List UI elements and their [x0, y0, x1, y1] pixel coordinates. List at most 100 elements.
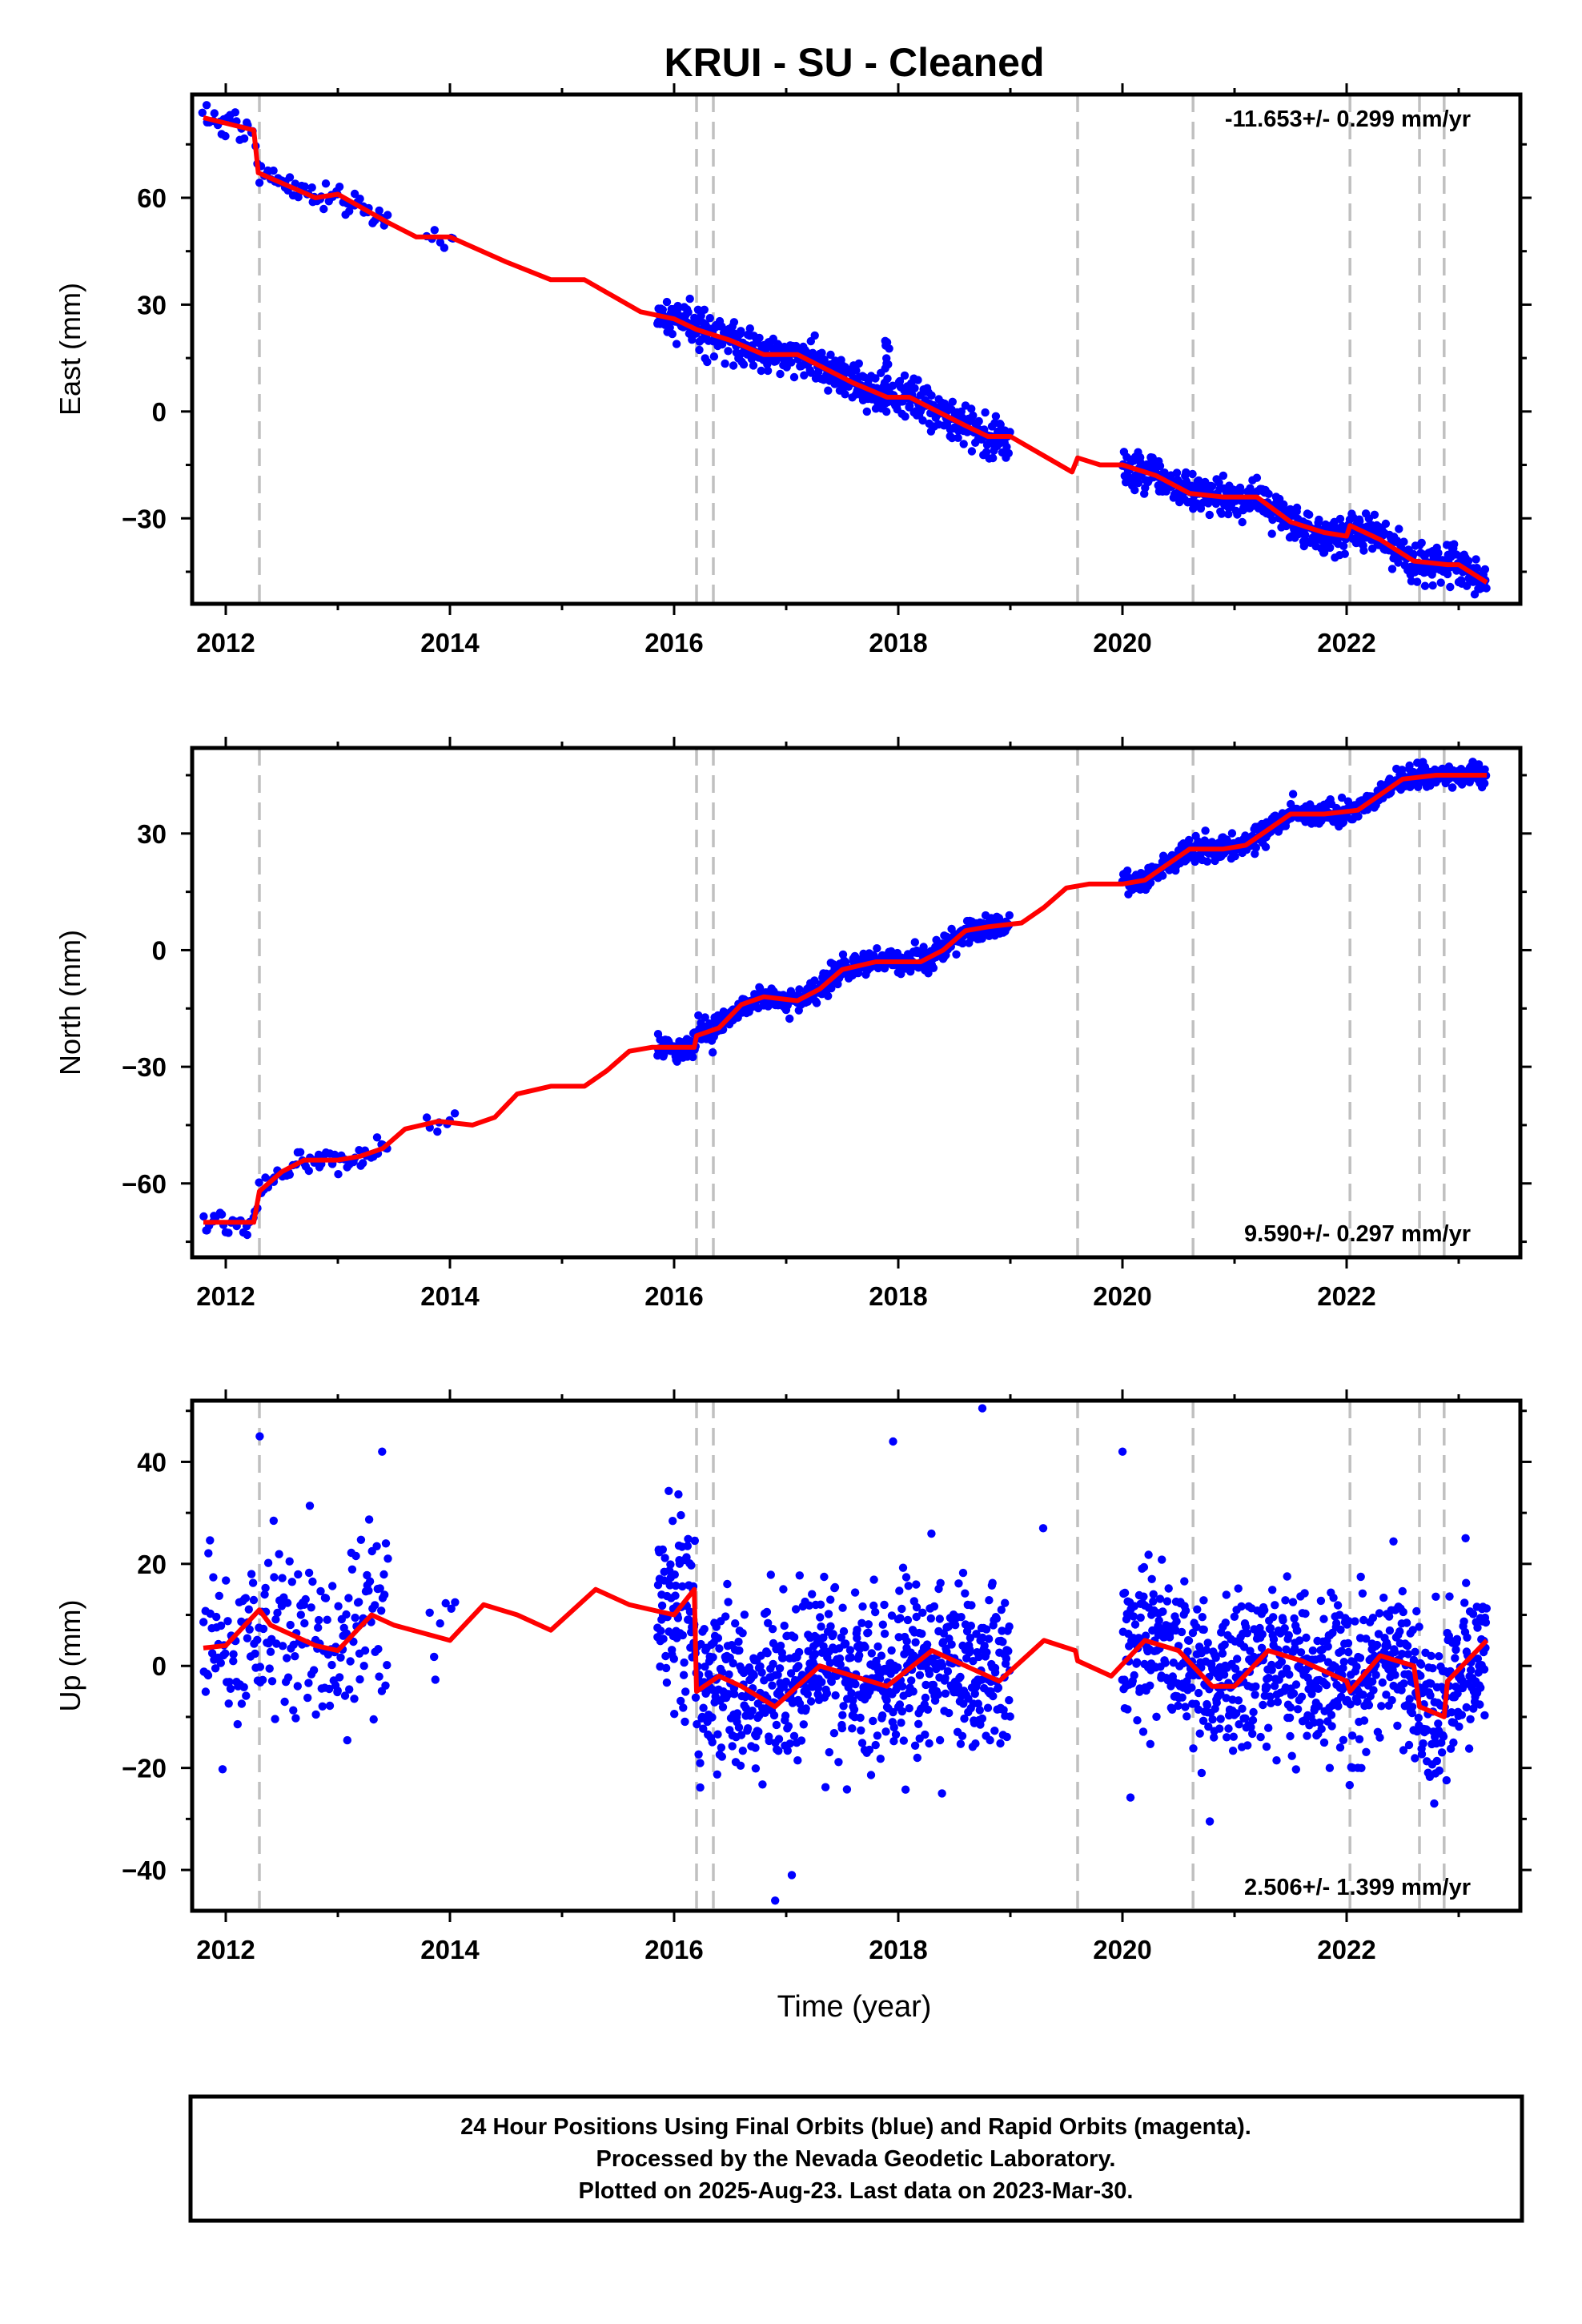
data-point	[907, 1676, 916, 1685]
data-point	[978, 934, 986, 943]
data-point	[309, 1666, 319, 1675]
data-point	[895, 1700, 905, 1709]
data-point	[989, 453, 998, 463]
rate-label: 2.506+/- 1.399 mm/yr	[1244, 1875, 1471, 1900]
data-point	[918, 416, 927, 425]
data-point	[216, 1621, 226, 1630]
data-point	[957, 1613, 966, 1622]
data-point	[952, 950, 961, 959]
data-point	[1199, 1625, 1208, 1634]
data-point	[982, 448, 991, 456]
data-point	[1362, 1634, 1371, 1643]
data-point	[351, 1613, 359, 1622]
data-point	[1259, 1700, 1267, 1710]
data-point	[1303, 1731, 1311, 1740]
data-point	[779, 1585, 788, 1594]
data-point	[822, 1689, 832, 1698]
data-point	[666, 1560, 675, 1569]
data-point	[815, 1613, 825, 1622]
data-point	[1460, 1598, 1469, 1607]
data-point	[873, 944, 881, 953]
data-point	[375, 206, 383, 215]
data-point	[764, 1618, 773, 1628]
data-point	[1281, 1596, 1290, 1605]
data-point	[321, 179, 331, 188]
x-tick-label: 2014	[420, 1281, 480, 1311]
data-point	[1139, 1592, 1148, 1601]
data-point	[1476, 1683, 1485, 1692]
data-point	[838, 1711, 847, 1719]
data-point	[913, 376, 922, 384]
data-point	[718, 1703, 728, 1711]
data-point	[1482, 584, 1491, 593]
data-point	[278, 1574, 287, 1582]
data-point	[304, 1166, 313, 1176]
data-point	[335, 1673, 344, 1682]
data-point	[741, 1704, 751, 1713]
data-point	[380, 1590, 389, 1599]
data-point	[700, 305, 709, 314]
data-point	[1407, 1708, 1417, 1718]
data-point	[1337, 793, 1347, 802]
data-point	[1283, 1572, 1291, 1581]
data-point	[769, 1659, 777, 1669]
data-point	[905, 401, 914, 410]
data-point	[997, 1606, 1006, 1614]
data-point	[922, 1640, 932, 1649]
data-point	[743, 1724, 753, 1733]
data-point	[1288, 790, 1298, 798]
data-point	[795, 1699, 805, 1708]
data-point	[1371, 1671, 1380, 1679]
data-point	[1315, 515, 1323, 525]
data-point	[960, 1714, 969, 1723]
data-point	[775, 1664, 785, 1673]
data-point	[1473, 1655, 1483, 1663]
data-point	[1279, 1616, 1287, 1625]
data-point	[1264, 1673, 1273, 1683]
x-tick-label: 2020	[1093, 1935, 1151, 1964]
data-point	[1377, 1702, 1386, 1711]
data-point	[359, 1159, 367, 1168]
data-point	[684, 308, 693, 317]
data-point	[1420, 581, 1430, 590]
data-point	[1390, 1647, 1399, 1657]
data-point	[723, 1579, 732, 1589]
data-point	[300, 182, 309, 191]
data-point	[969, 411, 978, 420]
data-point	[1199, 1596, 1208, 1605]
data-point	[659, 1634, 668, 1643]
data-point	[871, 1607, 880, 1617]
data-point	[1375, 1733, 1384, 1742]
data-point	[1451, 1654, 1460, 1663]
data-point	[378, 1447, 387, 1456]
data-point	[853, 1634, 861, 1642]
data-point	[1241, 1714, 1250, 1723]
data-point	[882, 407, 891, 416]
data-point	[218, 1765, 227, 1774]
data-point	[244, 1605, 253, 1614]
data-point	[300, 1618, 309, 1628]
x-tick-label: 2018	[869, 628, 927, 657]
data-point	[203, 1671, 213, 1680]
data-point	[1293, 1705, 1303, 1714]
data-point	[1397, 1686, 1406, 1695]
data-point	[283, 1673, 293, 1682]
data-point	[269, 166, 278, 175]
data-point	[944, 1622, 953, 1631]
data-point	[1126, 1793, 1135, 1802]
data-point	[233, 1719, 242, 1729]
data-point	[794, 1662, 803, 1671]
data-point	[1462, 581, 1472, 590]
data-point	[369, 1715, 378, 1724]
data-point	[364, 1515, 374, 1524]
data-point	[363, 1570, 371, 1580]
data-point	[665, 324, 674, 332]
x-tick-label: 2018	[869, 1281, 927, 1311]
data-point	[1193, 1605, 1202, 1614]
data-point	[221, 1649, 230, 1658]
data-point	[927, 1529, 936, 1538]
data-point	[849, 1705, 859, 1714]
data-point	[1405, 1695, 1414, 1703]
data-point	[1356, 1572, 1365, 1582]
data-point	[1359, 1615, 1368, 1625]
